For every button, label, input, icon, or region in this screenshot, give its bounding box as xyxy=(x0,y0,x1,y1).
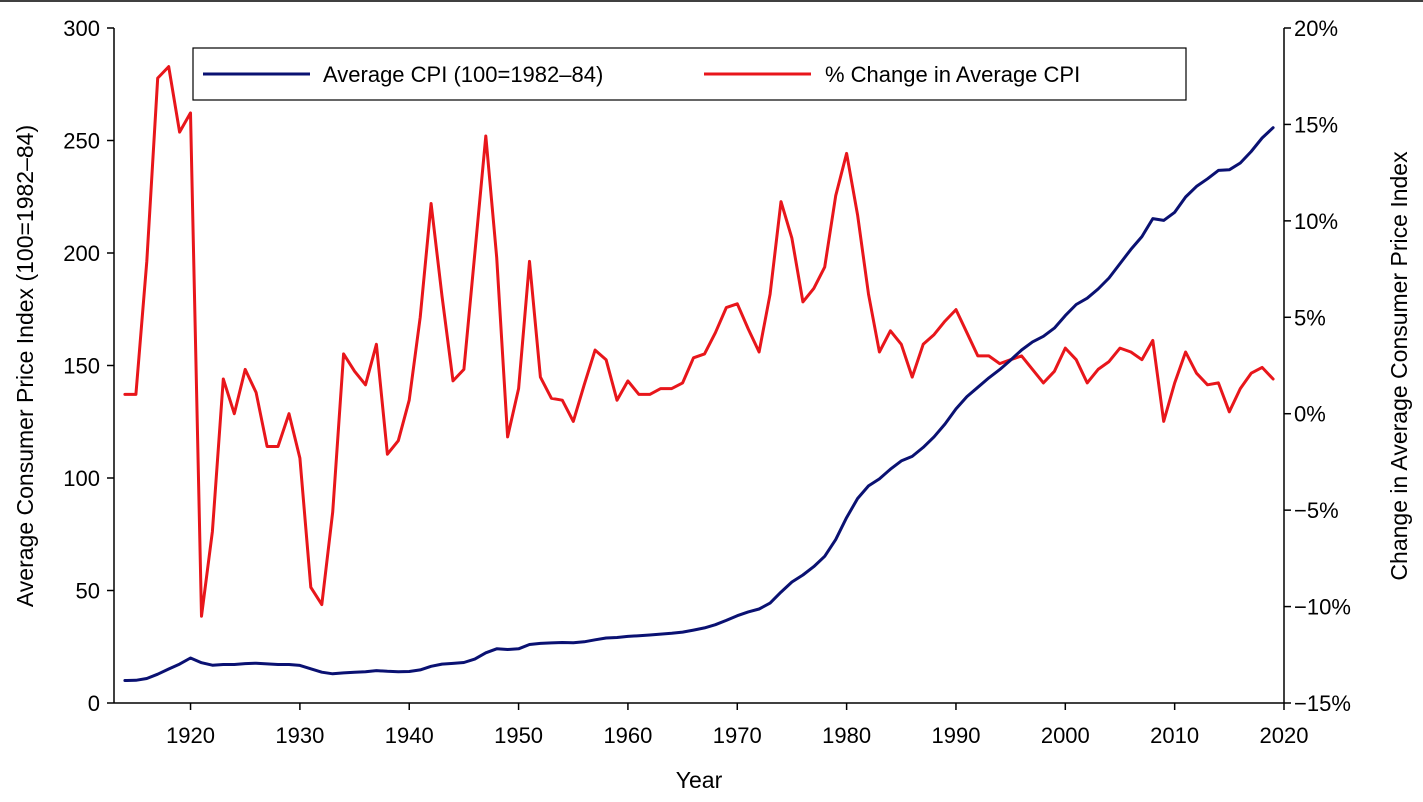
series-line-pct-change xyxy=(123,65,1275,618)
legend-box xyxy=(192,47,1187,101)
legend-label-cpi: Average CPI (100=1982–84) xyxy=(323,62,603,87)
x-tick-label: 1920 xyxy=(166,723,215,748)
x-tick-label: 1980 xyxy=(822,723,871,748)
x-tick-label: 1930 xyxy=(275,723,324,748)
y-tick-label-left: 100 xyxy=(63,466,100,491)
y-tick-label-left: 50 xyxy=(76,579,100,604)
x-tick-label: 1940 xyxy=(385,723,434,748)
x-tick-label: 1970 xyxy=(713,723,762,748)
x-tick-label: 2020 xyxy=(1260,723,1309,748)
axes: 0 50 100 150 200 250 300 −15% −10% −5% 0% 5% 10% 15% 2… xyxy=(63,16,1351,748)
y-axis-title-left: Average Consumer Price Index (100=1982–8… xyxy=(12,125,38,607)
y-tick-label-right: 20% xyxy=(1294,16,1338,41)
y-tick-label-right: 15% xyxy=(1294,112,1338,137)
y-tick-label-left: 0 xyxy=(88,691,100,716)
y-tick-label-left: 200 xyxy=(63,241,100,266)
y-tick-label-right: −5% xyxy=(1294,498,1339,523)
y-tick-label-right: 0% xyxy=(1294,402,1326,427)
legend-label-pct-change: % Change in Average CPI xyxy=(825,62,1080,87)
x-tick-label: 1950 xyxy=(494,723,543,748)
y-tick-label-left: 250 xyxy=(63,129,100,154)
y-tick-label-right: −15% xyxy=(1294,691,1351,716)
y-tick-label-left: 300 xyxy=(63,16,100,41)
x-axis-title: Year xyxy=(676,767,723,793)
series-layer xyxy=(123,65,1275,682)
y-tick-label-right: 5% xyxy=(1294,305,1326,330)
y-axis-title-right: Change in Average Consumer Price Index xyxy=(1386,151,1412,581)
legend: Average CPI (100=1982–84) % Change in Av… xyxy=(192,47,1187,101)
x-tick-label: 1990 xyxy=(931,723,980,748)
y-tick-label-left: 150 xyxy=(63,354,100,379)
y-tick-label-right: −10% xyxy=(1294,595,1351,620)
y-tick-label-right: 10% xyxy=(1294,209,1338,234)
series-line-cpi xyxy=(123,126,1275,682)
x-tick-label: 2010 xyxy=(1150,723,1199,748)
x-tick-label: 1960 xyxy=(603,723,652,748)
x-tick-label: 2000 xyxy=(1041,723,1090,748)
